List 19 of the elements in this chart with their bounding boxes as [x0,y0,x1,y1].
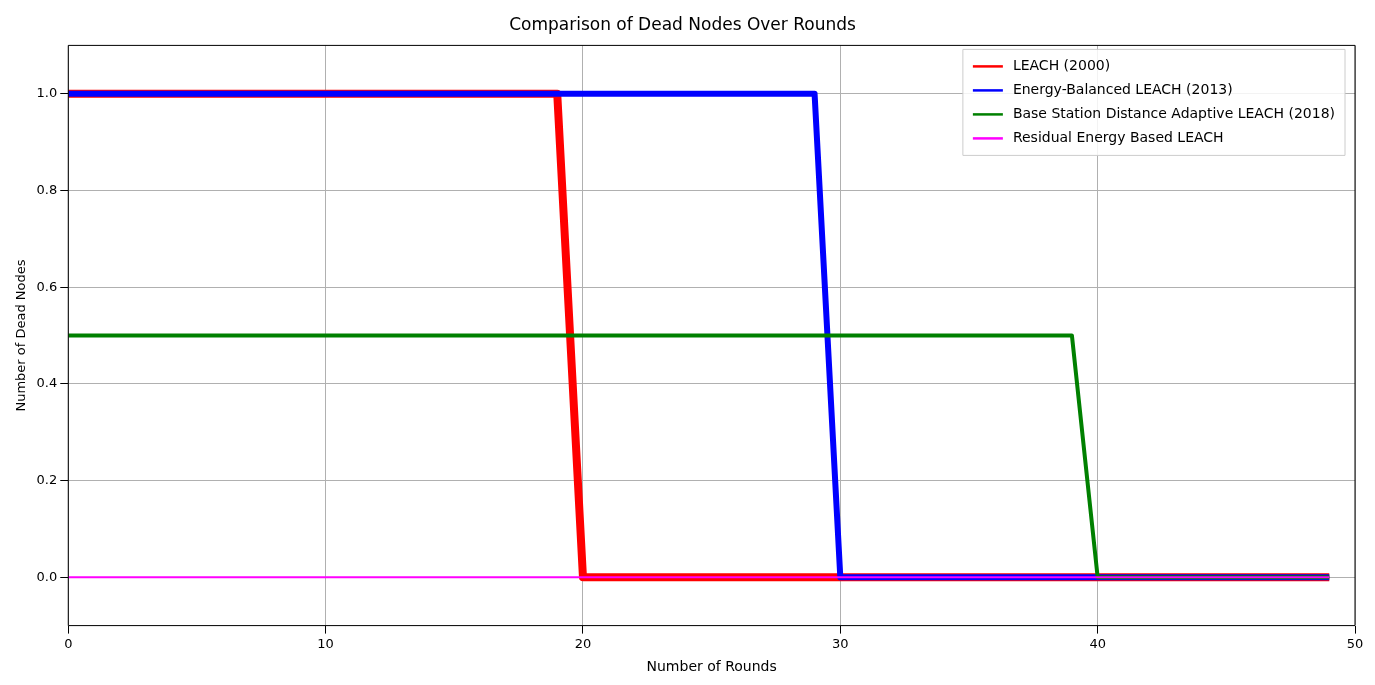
x-tick-label: 10 [317,635,334,651]
x-tick-label: 0 [64,635,73,651]
y-tick-label: 0.2 [36,471,58,487]
legend-label: Base Station Distance Adaptive LEACH (2018) [1012,105,1335,122]
x-tick-label: 40 [1089,635,1106,651]
y-tick-label: 0.4 [36,375,58,391]
x-axis-title: Number of Rounds [646,658,777,675]
y-axis-title: Number of Dead Nodes [13,259,29,412]
y-tick-label: 0.6 [36,278,58,294]
y-tick-label: 1.0 [36,85,58,101]
x-tick-label: 50 [1346,635,1364,651]
chart-title: Comparison of Dead Nodes Over Rounds [509,13,856,34]
legend-label: Residual Energy Based LEACH [1012,129,1224,146]
x-tick-label: 20 [574,635,592,651]
y-tick-label: 0.0 [36,568,58,584]
y-tick-label: 0.8 [36,181,58,197]
x-tick-label: 30 [832,635,849,651]
legend-label: Energy-Balanced LEACH (2013) [1012,81,1233,98]
legend-label: LEACH (2000) [1012,57,1111,74]
